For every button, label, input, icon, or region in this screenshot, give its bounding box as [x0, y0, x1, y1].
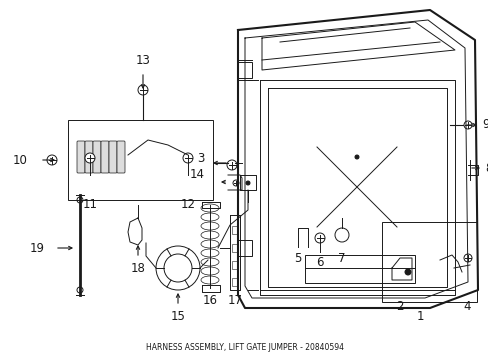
Bar [305, 255, 414, 283]
Circle shape [232, 180, 239, 186]
FancyBboxPatch shape [117, 141, 125, 173]
Text: 18: 18 [130, 261, 145, 274]
Bar [231, 261, 238, 269]
Bar [381, 222, 476, 302]
Text: 9: 9 [481, 118, 488, 131]
Text: 17: 17 [227, 293, 242, 306]
Text: HARNESS ASSEMBLY, LIFT GATE JUMPER - 20840594: HARNESS ASSEMBLY, LIFT GATE JUMPER - 208… [145, 343, 343, 352]
Circle shape [404, 269, 410, 275]
Circle shape [47, 155, 57, 165]
FancyBboxPatch shape [77, 141, 85, 173]
Bar [231, 278, 238, 286]
Text: 7: 7 [338, 252, 345, 265]
Text: 13: 13 [135, 54, 150, 67]
Text: 14: 14 [190, 168, 204, 181]
Text: 11: 11 [82, 198, 97, 211]
Text: 1: 1 [415, 310, 423, 323]
Text: 8: 8 [484, 162, 488, 175]
Text: 10: 10 [13, 153, 28, 166]
Bar [238, 62, 251, 78]
FancyBboxPatch shape [85, 141, 93, 173]
Text: 4: 4 [462, 301, 470, 314]
Text: 16: 16 [202, 293, 217, 306]
Bar [238, 240, 251, 256]
FancyBboxPatch shape [101, 141, 109, 173]
Circle shape [463, 254, 471, 262]
Circle shape [463, 121, 471, 129]
Bar [231, 244, 238, 252]
Circle shape [85, 153, 95, 163]
Text: 3: 3 [197, 152, 204, 165]
Text: 2: 2 [395, 301, 403, 314]
Text: 5: 5 [294, 252, 301, 265]
Bar [231, 226, 238, 234]
FancyBboxPatch shape [109, 141, 117, 173]
Text: 6: 6 [316, 256, 323, 269]
Circle shape [245, 181, 249, 185]
Text: 12: 12 [180, 198, 195, 211]
Circle shape [354, 155, 358, 159]
Circle shape [183, 153, 193, 163]
Text: 19: 19 [30, 242, 45, 255]
Circle shape [138, 85, 148, 95]
Text: 15: 15 [170, 310, 185, 323]
Bar [68, 120, 213, 200]
Circle shape [226, 160, 237, 170]
Circle shape [314, 233, 325, 243]
FancyBboxPatch shape [93, 141, 101, 173]
